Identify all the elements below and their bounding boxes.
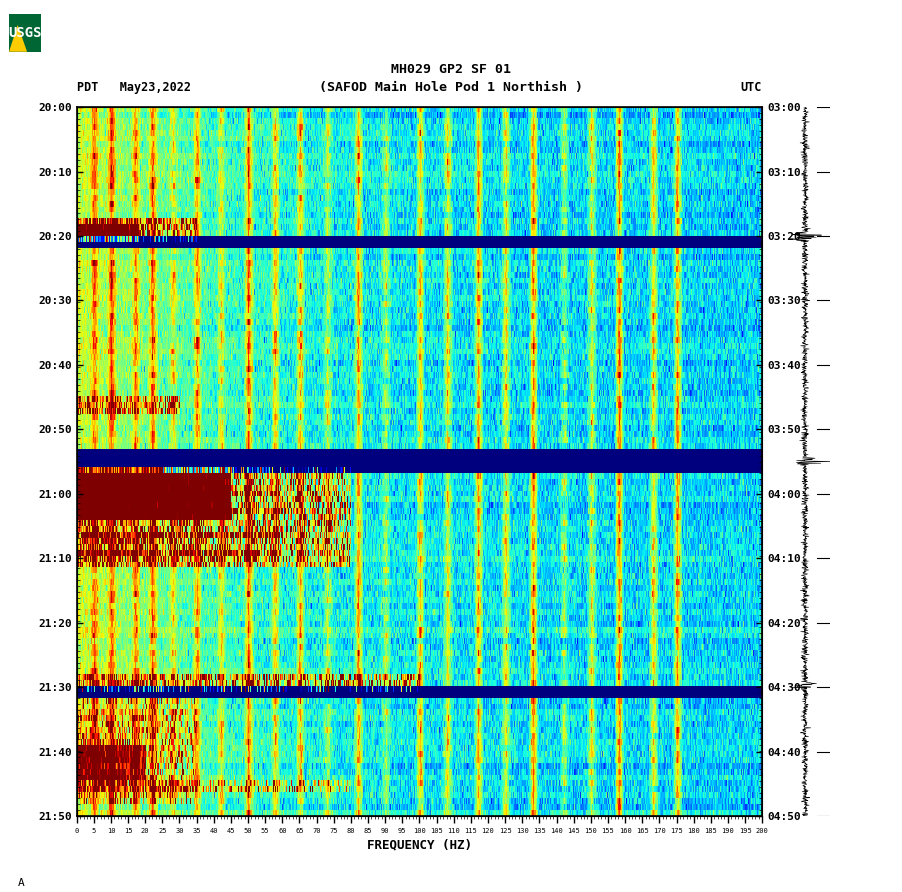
Text: (SAFOD Main Hole Pod 1 Northish ): (SAFOD Main Hole Pod 1 Northish ) (319, 80, 583, 94)
Text: A: A (18, 878, 24, 888)
FancyBboxPatch shape (9, 14, 41, 52)
Text: USGS: USGS (8, 26, 41, 40)
Polygon shape (9, 25, 27, 52)
Text: MH029 GP2 SF 01: MH029 GP2 SF 01 (391, 62, 511, 76)
X-axis label: FREQUENCY (HZ): FREQUENCY (HZ) (367, 838, 472, 851)
Text: UTC: UTC (741, 80, 762, 94)
Text: PDT   May23,2022: PDT May23,2022 (77, 80, 190, 94)
